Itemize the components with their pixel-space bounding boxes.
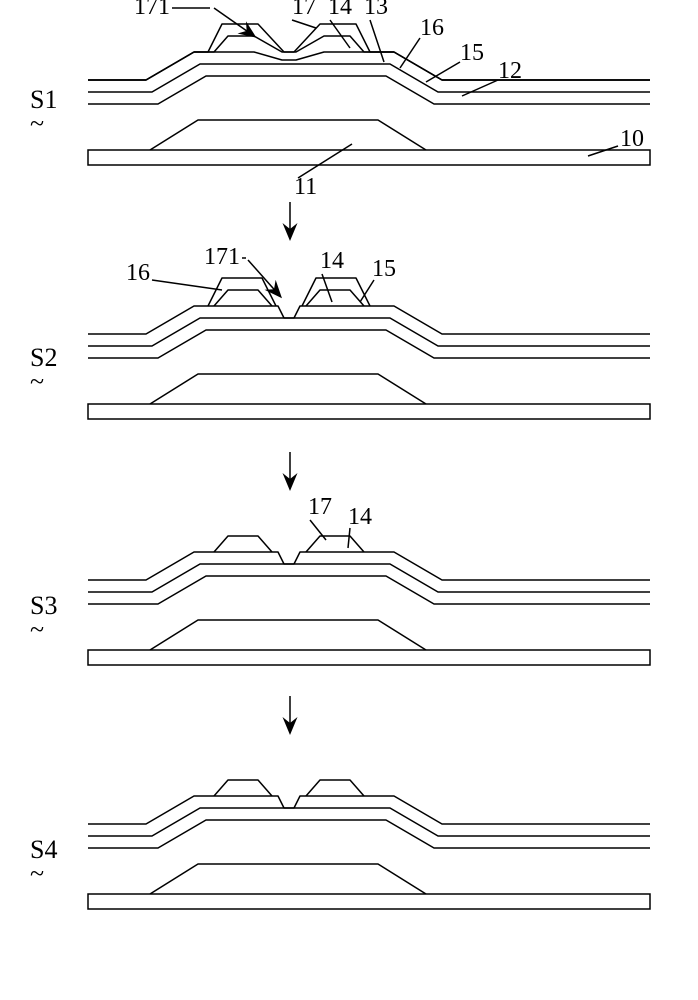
svg-text:15: 15 (372, 256, 396, 282)
svg-text:16: 16 (420, 15, 444, 41)
svg-text:14: 14 (320, 248, 344, 274)
svg-text:11: 11 (294, 174, 317, 200)
substrate (88, 894, 650, 909)
substrate (88, 150, 650, 165)
svg-text:~: ~ (30, 367, 44, 396)
svg-text:17: 17 (292, 0, 316, 20)
svg-text:~: ~ (30, 615, 44, 644)
svg-text:17: 17 (308, 494, 332, 520)
svg-text:~: ~ (30, 859, 44, 888)
svg-text:16: 16 (126, 260, 150, 286)
svg-text:15: 15 (460, 40, 484, 66)
substrate (88, 650, 650, 665)
svg-text:171: 171 (134, 0, 170, 20)
svg-text:14: 14 (328, 0, 352, 20)
substrate (88, 404, 650, 419)
svg-text:10: 10 (620, 126, 644, 152)
svg-text:171: 171 (204, 244, 240, 270)
process-diagram: 17117141316151210111711614151714S1~S2~S3… (0, 0, 698, 1000)
svg-text:~: ~ (30, 109, 44, 138)
svg-text:12: 12 (498, 58, 522, 84)
svg-text:13: 13 (364, 0, 388, 20)
svg-text:14: 14 (348, 504, 372, 530)
